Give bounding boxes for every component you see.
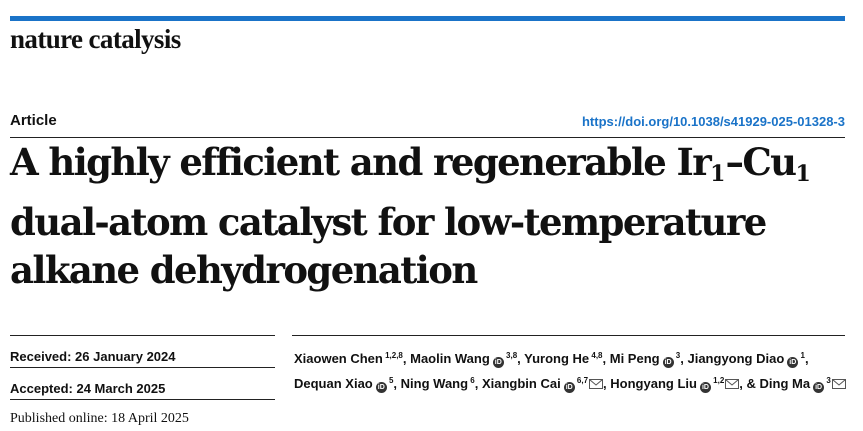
orcid-icon[interactable]: iD: [662, 357, 674, 368]
envelope-icon[interactable]: [589, 379, 604, 389]
journal-name: nature catalysis: [10, 24, 181, 54]
author[interactable]: Maolin Wang iD 3,8: [410, 351, 518, 368]
author-affiliation: 6,7: [574, 376, 589, 385]
author-name: Xiaowen Chen: [294, 351, 383, 366]
title-line-3: alkane dehydrogenation: [10, 248, 478, 292]
author-name: Xiangbin Cai: [481, 376, 561, 391]
author[interactable]: Dequan Xiao iD 5: [294, 376, 394, 393]
author[interactable]: Mi Peng iD 3: [609, 351, 681, 368]
accepted-date: Accepted: 24 March 2025: [10, 367, 277, 399]
article-title: A highly efficient and regenerable Ir1–C…: [10, 138, 850, 294]
authors-divider: [292, 335, 845, 336]
author-name: Mi Peng: [609, 351, 660, 366]
author[interactable]: Hongyang Liu iD 1,2: [610, 376, 740, 393]
author-affiliation: 4,8: [589, 351, 603, 360]
author-affiliation: 5: [386, 376, 394, 385]
author-name: Ding Ma: [759, 376, 811, 391]
orcid-icon[interactable]: iD: [492, 357, 504, 368]
published-date: Published online: 18 April 2025: [10, 399, 277, 431]
received-date: Received: 26 January 2024: [10, 335, 277, 367]
title-line-1: A highly efficient and regenerable Ir1–C…: [10, 140, 811, 187]
author-name: Hongyang Liu: [610, 376, 697, 391]
author-affiliation: 1,2: [710, 376, 725, 385]
orcid-icon[interactable]: iD: [787, 357, 799, 368]
orcid-icon[interactable]: iD: [375, 382, 387, 393]
author-affiliation: 6: [468, 376, 475, 385]
article-dates: Received: 26 January 2024 Accepted: 24 M…: [10, 335, 277, 431]
author-affiliation: 1,2,8: [382, 351, 403, 360]
envelope-icon[interactable]: [831, 379, 846, 389]
envelope-icon[interactable]: [725, 379, 740, 389]
author[interactable]: Yurong He 4,8: [524, 351, 602, 366]
author-name: Dequan Xiao: [294, 376, 373, 391]
orcid-icon[interactable]: iD: [813, 382, 825, 393]
doi-link[interactable]: https://doi.org/10.1038/s41929-025-01328…: [581, 114, 845, 129]
author[interactable]: Jiangyong Diao iD 1: [687, 351, 805, 368]
orcid-icon[interactable]: iD: [563, 382, 575, 393]
author-affiliation: 1: [798, 351, 805, 360]
author-list: Xiaowen Chen 1,2,8, Maolin Wang iD 3,8, Y…: [294, 345, 849, 395]
article-type: Article: [10, 112, 57, 129]
orcid-icon[interactable]: iD: [699, 382, 711, 393]
author-affiliation: 3: [673, 351, 681, 360]
author[interactable]: Ding Ma iD 3: [759, 376, 846, 393]
header-divider: [10, 137, 845, 138]
author-name: Ning Wang: [400, 376, 469, 391]
author-name: Maolin Wang: [410, 351, 490, 366]
journal-header-bar: [10, 16, 845, 21]
author[interactable]: Xiaowen Chen 1,2,8: [294, 351, 403, 366]
author-affiliation: 3: [824, 376, 831, 385]
author-affiliation: 3,8: [503, 351, 518, 360]
title-line-2: dual-atom catalyst for low-temperature: [10, 200, 767, 244]
author[interactable]: Ning Wang 6: [401, 376, 475, 391]
author[interactable]: Xiangbin Cai iD 6,7: [481, 376, 604, 393]
author-name: Yurong He: [524, 351, 590, 366]
author-name: Jiangyong Diao: [687, 351, 785, 366]
